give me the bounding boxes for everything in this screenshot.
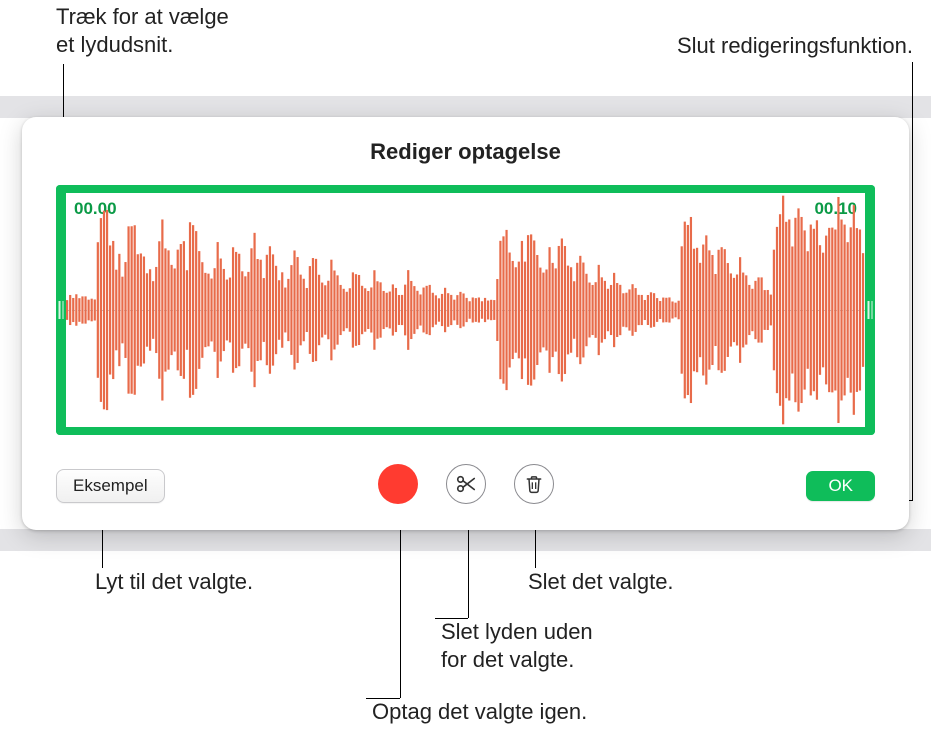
scissors-icon	[455, 473, 477, 495]
dialog-toolbar: Eksempel	[56, 464, 875, 508]
callout-end-edit: Slut redigeringsfunktion.	[677, 32, 913, 60]
selection-handle-right[interactable]	[865, 185, 875, 435]
leader-end-edit-v	[912, 62, 913, 501]
ok-button-label: OK	[828, 476, 853, 495]
leader-rerecord-h	[366, 698, 400, 699]
dialog-title: Rediger optagelse	[22, 117, 909, 165]
selection-handle-left[interactable]	[56, 185, 66, 435]
trim-button[interactable]	[446, 464, 486, 504]
waveform-svg	[66, 193, 865, 427]
record-button[interactable]	[378, 464, 418, 504]
bg-band-bottom	[0, 529, 931, 551]
callout-listen: Lyt til det valgte.	[95, 568, 253, 596]
ok-button[interactable]: OK	[806, 471, 875, 501]
preview-button[interactable]: Eksempel	[56, 469, 165, 503]
waveform-area[interactable]: 00.00 00.10	[56, 185, 875, 435]
callout-delete-outside: Slet lyden uden for det valgte.	[441, 618, 593, 674]
preview-button-label: Eksempel	[73, 476, 148, 496]
delete-button[interactable]	[514, 464, 554, 504]
edit-recording-dialog: Rediger optagelse 00.00 00.10 Eksempel	[22, 117, 909, 530]
trash-icon	[524, 473, 544, 495]
center-controls	[378, 464, 554, 504]
leader-rerecord-v	[400, 510, 401, 698]
callout-rerecord: Optag det valgte igen.	[372, 698, 587, 726]
selection-border-top	[56, 185, 875, 193]
selection-border-bottom	[56, 427, 875, 435]
bg-band-top	[0, 96, 931, 118]
callout-drag-select: Træk for at vælge et lydudsnit.	[56, 3, 229, 59]
callout-delete-sel: Slet det valgte.	[528, 568, 674, 596]
leader-delete-outside-h	[435, 618, 468, 619]
